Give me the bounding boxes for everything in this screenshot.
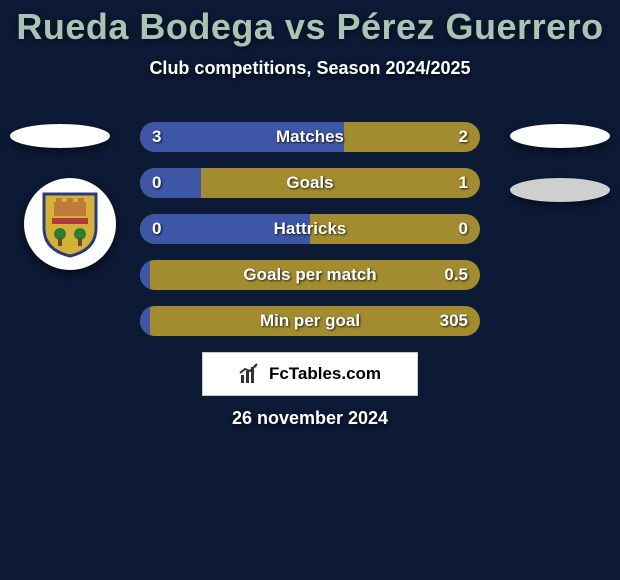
stat-row: Goals per match0.5	[140, 260, 480, 290]
comparison-card: Rueda Bodega vs Pérez Guerrero Club comp…	[0, 0, 620, 580]
brand-text: FcTables.com	[269, 364, 381, 384]
stat-right-value: 2	[459, 122, 468, 152]
stat-row: 0Hattricks0	[140, 214, 480, 244]
club-crest-icon	[24, 178, 116, 270]
stat-bars: 3Matches20Goals10Hattricks0Goals per mat…	[140, 122, 480, 352]
crest-svg-icon	[34, 188, 106, 260]
stat-right-value: 305	[440, 306, 468, 336]
stat-label: Min per goal	[140, 306, 480, 336]
stat-label: Hattricks	[140, 214, 480, 244]
player-right-marker2-icon	[510, 178, 610, 202]
page-subtitle: Club competitions, Season 2024/2025	[0, 58, 620, 79]
stat-right-value: 0.5	[444, 260, 468, 290]
stat-label: Goals	[140, 168, 480, 198]
date-text: 26 november 2024	[0, 408, 620, 429]
stat-row: 3Matches2	[140, 122, 480, 152]
stat-row: Min per goal305	[140, 306, 480, 336]
stat-right-value: 1	[459, 168, 468, 198]
stat-right-value: 0	[459, 214, 468, 244]
stat-row: 0Goals1	[140, 168, 480, 198]
stat-label: Matches	[140, 122, 480, 152]
page-title: Rueda Bodega vs Pérez Guerrero	[0, 0, 620, 48]
player-right-marker-icon	[510, 124, 610, 148]
chart-icon	[239, 363, 261, 385]
player-left-marker-icon	[10, 124, 110, 148]
brand-box[interactable]: FcTables.com	[202, 352, 418, 396]
stat-label: Goals per match	[140, 260, 480, 290]
